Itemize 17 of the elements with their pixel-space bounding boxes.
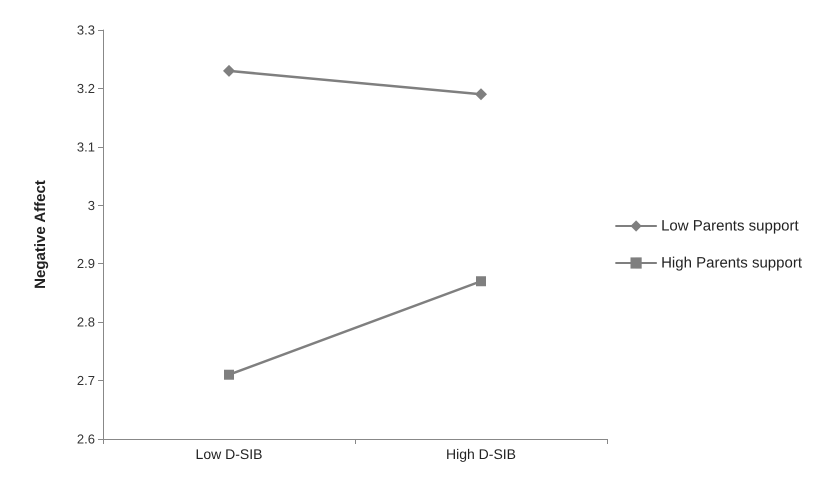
legend-label: Low Parents support [661, 218, 800, 234]
y-tick-label: 3 [88, 198, 95, 213]
y-axis-title: Negative Affect [32, 180, 49, 289]
y-tick-label: 2.6 [76, 432, 95, 446]
point [476, 276, 486, 286]
point [224, 370, 234, 380]
y-tick-label: 3.1 [76, 139, 95, 154]
y-tick-label: 3.3 [76, 22, 95, 38]
y-tick-label: 3.2 [76, 80, 95, 96]
y-tick-label: 2.9 [76, 256, 95, 272]
y-tick-label: 2.7 [76, 373, 95, 388]
legend-label: High Parents support [661, 254, 803, 272]
x-tick-label: Low D-SIB [196, 446, 262, 462]
point [223, 64, 235, 77]
point [475, 88, 487, 100]
y-tick-label: 2.8 [76, 314, 95, 330]
x-tick-label: High D-SIB [446, 446, 516, 462]
